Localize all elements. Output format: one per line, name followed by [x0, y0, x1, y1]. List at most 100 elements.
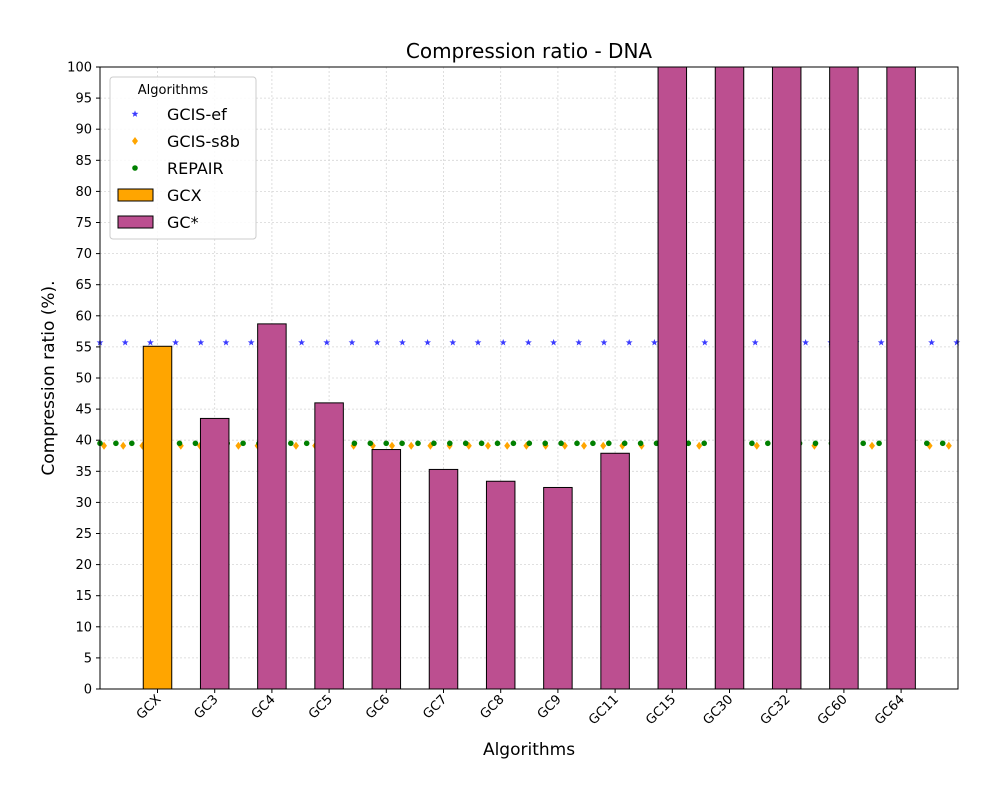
- ref-marker-gcisef: [701, 338, 709, 346]
- ref-marker-gcisef: [424, 338, 432, 346]
- ref-marker-gcisef: [247, 338, 255, 346]
- y-tick-label: 95: [75, 92, 92, 107]
- y-tick-label: 85: [75, 154, 92, 169]
- ref-marker-gciss8b: [120, 441, 127, 450]
- ref-marker-gcisef: [197, 338, 205, 346]
- legend-label: GCX: [167, 186, 202, 205]
- bars: [142, 66, 916, 690]
- bar-gc64: [886, 66, 916, 690]
- bar-gc15: [657, 66, 688, 690]
- chart-title: Compression ratio - DNA: [406, 39, 653, 63]
- ref-marker-gcisef: [802, 338, 810, 346]
- bar-gc8: [485, 480, 516, 690]
- legend-label: GCIS-s8b: [167, 132, 240, 151]
- ref-marker-repair: [478, 440, 485, 447]
- ref-marker-gcisef: [625, 338, 633, 346]
- y-tick-label: 80: [75, 185, 92, 200]
- y-tick-label: 75: [75, 216, 92, 231]
- y-tick-label: 55: [75, 340, 92, 355]
- legend-label: REPAIR: [167, 159, 224, 178]
- ref-marker-gciss8b: [581, 441, 587, 450]
- ref-marker-repair: [526, 440, 533, 447]
- ref-marker-repair: [637, 440, 644, 447]
- ref-marker-gcisef: [449, 338, 457, 346]
- ref-marker-gcisef: [373, 338, 381, 346]
- ref-marker-repair: [924, 440, 930, 447]
- ref-marker-repair: [621, 440, 628, 447]
- legend: Algorithms GCIS-ef GCIS-s8b REPAIR GCX GC*: [109, 76, 257, 240]
- ref-marker-gcisef: [650, 338, 658, 346]
- ref-marker-repair: [415, 440, 421, 447]
- y-tick-label: 40: [75, 434, 92, 449]
- ref-marker-gcisef: [298, 338, 306, 346]
- bar-gc32: [771, 66, 802, 690]
- ref-marker-repair: [510, 440, 517, 447]
- legend-swatch-gciss8b: [132, 137, 138, 145]
- ref-marker-gcisef: [323, 338, 331, 346]
- ref-marker-repair: [860, 440, 866, 447]
- legend-title: Algorithms: [138, 83, 209, 98]
- ref-marker-gcisef: [877, 338, 885, 346]
- ref-marker-repair: [383, 440, 390, 447]
- ref-marker-gcisef: [348, 338, 356, 346]
- ref-marker-repair: [542, 440, 548, 447]
- ref-marker-gciss8b: [600, 441, 607, 450]
- ref-marker-repair: [129, 440, 135, 447]
- ref-marker-gcisef: [499, 338, 507, 346]
- ref-marker-gcisef: [928, 338, 936, 346]
- y-tick-label: 60: [75, 309, 92, 324]
- ref-marker-repair: [399, 440, 405, 447]
- y-tick-label: 35: [75, 465, 92, 480]
- bar-gc3: [199, 417, 230, 690]
- y-tick-label: 50: [75, 372, 92, 387]
- y-tick-label: 15: [75, 589, 92, 604]
- ref-marker-repair: [192, 440, 199, 447]
- y-axis-ticks: 0 5 10 15 20 25 30 35 40 45 50 55 60 65 70 75 80 85 90 95 10…: [67, 61, 100, 698]
- y-tick-label: 45: [75, 403, 92, 418]
- ref-marker-repair: [431, 440, 437, 447]
- bar-gcx: [142, 345, 173, 690]
- y-tick-label: 10: [75, 620, 92, 635]
- ref-marker-repair: [447, 440, 453, 447]
- ref-marker-gcisef: [172, 338, 180, 346]
- ref-marker-gciss8b: [485, 441, 491, 450]
- ref-marker-gcisef: [474, 338, 482, 346]
- ref-marker-repair: [494, 440, 501, 447]
- y-tick-label: 100: [67, 61, 92, 76]
- y-axis-label: Compression ratio (%).: [39, 280, 59, 475]
- y-tick-label: 90: [75, 123, 92, 138]
- bar-gc30: [714, 66, 745, 690]
- ref-marker-repair: [765, 440, 771, 447]
- ref-marker-repair: [303, 440, 310, 447]
- ref-marker-repair: [558, 440, 564, 447]
- x-axis-label: Algorithms: [483, 740, 575, 760]
- ref-marker-repair: [367, 440, 374, 447]
- ref-marker-repair: [812, 440, 819, 447]
- ref-marker-gcisef: [146, 338, 154, 346]
- ref-marker-gciss8b: [869, 441, 875, 450]
- ref-marker-gcisef: [751, 338, 759, 346]
- legend-swatch-repair: [132, 165, 138, 171]
- bar-gc6: [371, 449, 402, 690]
- ref-marker-repair: [240, 440, 246, 447]
- ref-marker-gciss8b: [389, 441, 395, 450]
- legend-swatch-gc: [117, 215, 154, 229]
- ref-marker-gciss8b: [696, 441, 703, 450]
- ref-marker-gciss8b: [945, 441, 952, 450]
- legend-swatch-gcisef: [131, 110, 139, 117]
- ref-marker-gciss8b: [504, 441, 511, 450]
- y-tick-label: 20: [75, 558, 92, 573]
- ref-marker-gcisef: [575, 338, 583, 346]
- ref-marker-repair: [701, 440, 707, 447]
- ref-marker-repair: [574, 440, 580, 447]
- ref-marker-gcisef: [222, 338, 230, 346]
- bar-gc4: [257, 323, 287, 690]
- ref-marker-repair: [176, 440, 183, 447]
- ref-marker-repair: [351, 440, 358, 447]
- ref-marker-gciss8b: [753, 441, 760, 450]
- ref-marker-repair: [288, 440, 294, 447]
- bar-gc5: [314, 402, 344, 690]
- y-tick-label: 5: [84, 651, 92, 666]
- bar-gc9: [543, 486, 573, 690]
- y-tick-label: 30: [75, 496, 92, 511]
